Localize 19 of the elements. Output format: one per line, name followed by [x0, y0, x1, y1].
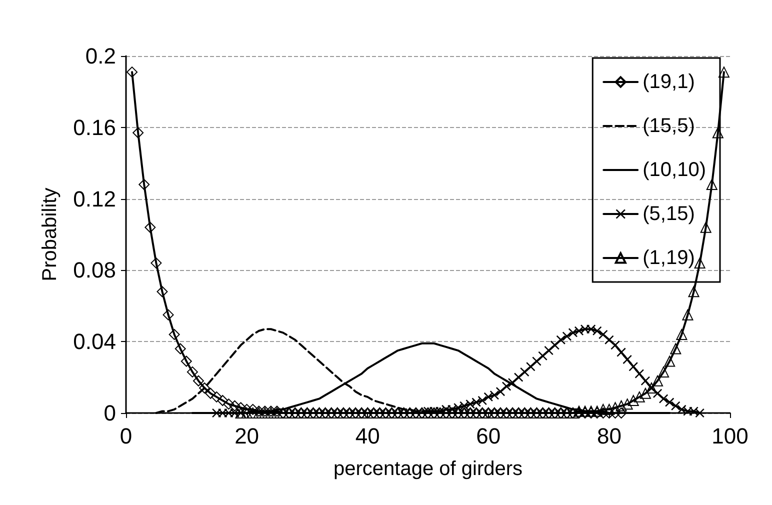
x-tick-label: 60 — [476, 424, 501, 448]
y-tick-label: 0 — [104, 400, 116, 426]
legend-label: (15,5) — [642, 115, 695, 137]
y-axis-title: Probability — [39, 188, 61, 282]
x-tick-label: 0 — [120, 424, 132, 448]
x-tick-label: 100 — [712, 424, 748, 448]
x-tick-label: 40 — [355, 424, 380, 448]
x-axis-title: percentage of girders — [333, 458, 523, 480]
legend-label: (1,19) — [642, 247, 695, 269]
y-tick-label: 0.04 — [73, 329, 116, 354]
legend-label: (19,1) — [642, 71, 695, 93]
x-tick-label: 20 — [234, 424, 260, 448]
y-tick-label: 0.2 — [85, 44, 116, 68]
y-tick-label: 0.12 — [73, 186, 116, 212]
legend-label: (10,10) — [642, 159, 706, 181]
y-tick-label: 0.16 — [73, 114, 116, 140]
legend-label: (5,15) — [642, 203, 695, 225]
y-tick-label: 0.08 — [73, 258, 116, 283]
x-tick-label: 80 — [596, 424, 622, 448]
